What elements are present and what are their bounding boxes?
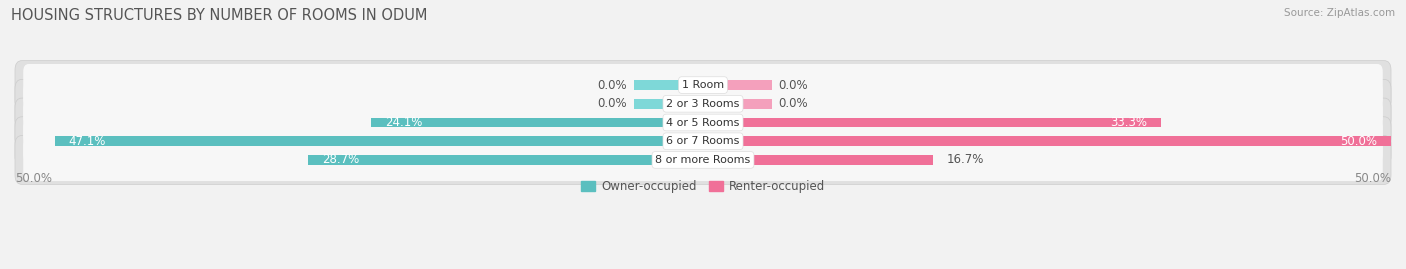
FancyBboxPatch shape — [15, 61, 1391, 109]
Bar — [703, 80, 772, 90]
Text: 50.0%: 50.0% — [1340, 135, 1378, 148]
Bar — [371, 118, 703, 128]
Bar — [703, 155, 932, 165]
FancyBboxPatch shape — [15, 136, 1391, 184]
Bar — [634, 80, 703, 90]
Text: 33.3%: 33.3% — [1111, 116, 1147, 129]
Bar — [703, 136, 1391, 146]
Text: 0.0%: 0.0% — [779, 79, 808, 91]
Text: 0.0%: 0.0% — [598, 97, 627, 110]
FancyBboxPatch shape — [24, 101, 1382, 144]
FancyBboxPatch shape — [24, 139, 1382, 181]
Text: 24.1%: 24.1% — [385, 116, 423, 129]
Bar — [634, 99, 703, 109]
Text: 28.7%: 28.7% — [322, 153, 359, 167]
FancyBboxPatch shape — [24, 83, 1382, 125]
Text: Source: ZipAtlas.com: Source: ZipAtlas.com — [1284, 8, 1395, 18]
Text: 50.0%: 50.0% — [15, 172, 52, 185]
Legend: Owner-occupied, Renter-occupied: Owner-occupied, Renter-occupied — [576, 175, 830, 198]
Bar — [308, 155, 703, 165]
Text: 6 or 7 Rooms: 6 or 7 Rooms — [666, 136, 740, 146]
Bar — [55, 136, 703, 146]
Text: 4 or 5 Rooms: 4 or 5 Rooms — [666, 118, 740, 128]
Text: 2 or 3 Rooms: 2 or 3 Rooms — [666, 99, 740, 109]
Text: 1 Room: 1 Room — [682, 80, 724, 90]
Text: 0.0%: 0.0% — [598, 79, 627, 91]
Text: 50.0%: 50.0% — [1354, 172, 1391, 185]
Text: 16.7%: 16.7% — [946, 153, 984, 167]
Text: HOUSING STRUCTURES BY NUMBER OF ROOMS IN ODUM: HOUSING STRUCTURES BY NUMBER OF ROOMS IN… — [11, 8, 427, 23]
Bar — [703, 99, 772, 109]
FancyBboxPatch shape — [15, 79, 1391, 128]
FancyBboxPatch shape — [15, 98, 1391, 147]
FancyBboxPatch shape — [15, 117, 1391, 166]
Text: 0.0%: 0.0% — [779, 97, 808, 110]
FancyBboxPatch shape — [24, 120, 1382, 162]
FancyBboxPatch shape — [24, 64, 1382, 106]
Bar — [703, 118, 1161, 128]
Text: 8 or more Rooms: 8 or more Rooms — [655, 155, 751, 165]
Text: 47.1%: 47.1% — [69, 135, 105, 148]
